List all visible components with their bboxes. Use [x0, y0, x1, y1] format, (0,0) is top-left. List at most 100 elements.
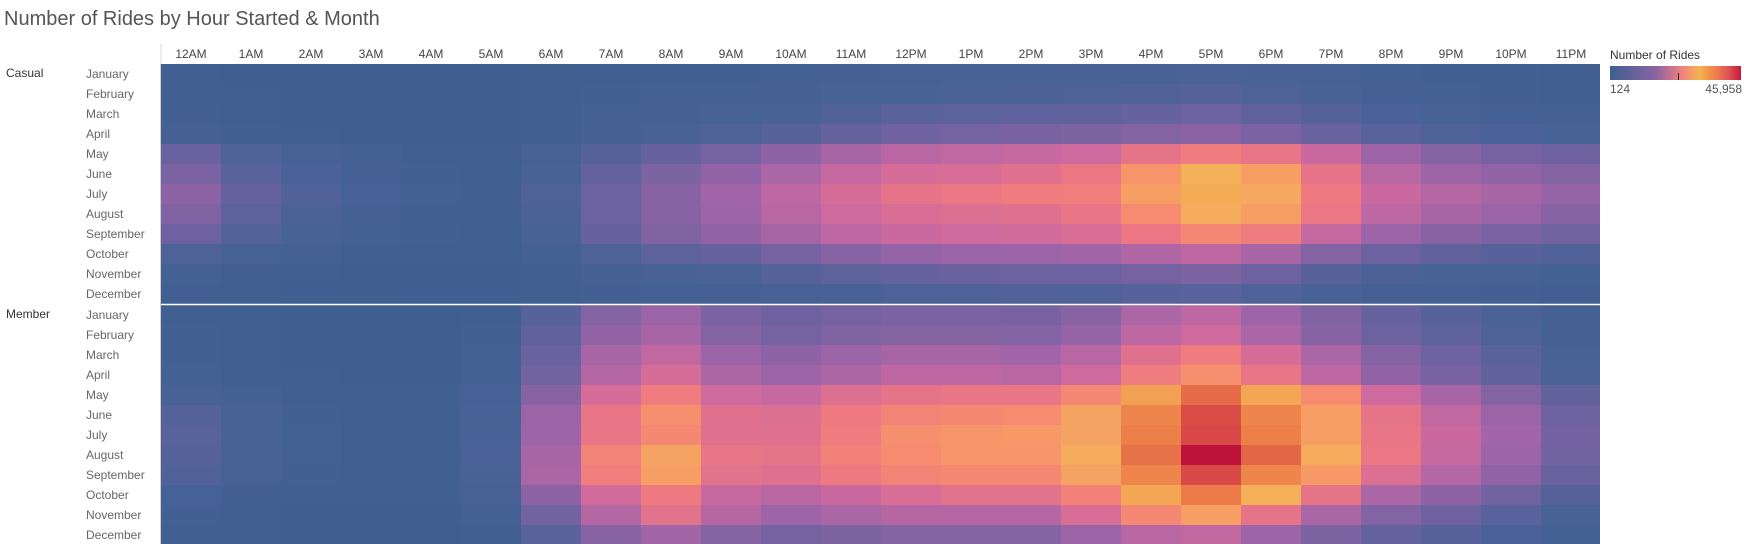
- heatmap-cell: [521, 485, 581, 505]
- heatmap-cell: [1241, 244, 1301, 264]
- heatmap-cell: [1001, 385, 1061, 405]
- heatmap-cell: [821, 244, 881, 264]
- heatmap-cell: [1241, 184, 1301, 204]
- heatmap-cell: [701, 425, 761, 445]
- heatmap-cell: [941, 264, 1001, 284]
- heatmap-cell: [581, 284, 641, 304]
- legend-max-label: 45,958: [1705, 82, 1742, 96]
- heatmap-cell: [281, 465, 341, 485]
- heatmap-cell: [281, 365, 341, 385]
- heatmap-cell: [1181, 224, 1241, 244]
- heatmap-cell: [1181, 525, 1241, 544]
- heatmap-cell: [1361, 365, 1421, 385]
- heatmap-cell: [701, 445, 761, 465]
- heatmap-cell: [1181, 425, 1241, 445]
- heatmap-cell: [461, 284, 521, 304]
- heatmap-cell: [1181, 485, 1241, 505]
- heatmap-cell: [281, 325, 341, 345]
- hour-header-label: 9AM: [719, 47, 744, 61]
- heatmap-cell: [281, 305, 341, 325]
- heatmap-cell: [521, 385, 581, 405]
- heatmap-cell: [461, 465, 521, 485]
- heatmap-cell: [341, 505, 401, 525]
- heatmap-cell: [461, 325, 521, 345]
- month-row-label: July: [86, 187, 107, 201]
- heatmap-cell: [461, 485, 521, 505]
- heatmap-cell: [761, 505, 821, 525]
- heatmap-cell: [641, 104, 701, 124]
- heatmap-cell: [1241, 84, 1301, 104]
- heatmap-cell: [941, 305, 1001, 325]
- heatmap-cell: [821, 525, 881, 544]
- heatmap-cell: [641, 385, 701, 405]
- heatmap-cell: [341, 485, 401, 505]
- heatmap-cell: [281, 224, 341, 244]
- heatmap-cell: [1061, 104, 1121, 124]
- heatmap-cell: [1121, 305, 1181, 325]
- heatmap-cell: [881, 204, 941, 224]
- heatmap-cell: [521, 365, 581, 385]
- heatmap-cell: [1361, 305, 1421, 325]
- heatmap-cell: [1121, 84, 1181, 104]
- heatmap-cell: [281, 144, 341, 164]
- heatmap-cell: [1421, 485, 1481, 505]
- heatmap-cell: [461, 144, 521, 164]
- hour-header-label: 8AM: [659, 47, 684, 61]
- heatmap-cell: [1301, 385, 1361, 405]
- heatmap-cell: [1121, 164, 1181, 184]
- heatmap-cell: [1421, 385, 1481, 405]
- hour-header-label: 6PM: [1259, 47, 1284, 61]
- hour-header-label: 12PM: [895, 47, 926, 61]
- heatmap-cell: [161, 425, 221, 445]
- heatmap-cell: [941, 465, 1001, 485]
- heatmap-cell: [821, 124, 881, 144]
- heatmap-cell: [1301, 465, 1361, 485]
- heatmap-cell: [821, 305, 881, 325]
- heatmap-cell: [701, 264, 761, 284]
- heatmap-cell: [521, 104, 581, 124]
- heatmap-cell: [1301, 445, 1361, 465]
- heatmap-cell: [1301, 525, 1361, 544]
- heatmap-cell: [161, 445, 221, 465]
- heatmap-cell: [1301, 64, 1361, 84]
- heatmap-cell: [521, 244, 581, 264]
- heatmap-cell: [401, 184, 461, 204]
- hour-header-label: 5AM: [479, 47, 504, 61]
- heatmap-cell: [1481, 164, 1541, 184]
- heatmap-cell: [1541, 405, 1600, 425]
- heatmap-cell: [161, 204, 221, 224]
- heatmap-cell: [461, 305, 521, 325]
- heatmap-cell: [1361, 525, 1421, 544]
- heatmap-cell: [1001, 525, 1061, 544]
- heatmap-cell: [521, 425, 581, 445]
- heatmap-cell: [1001, 405, 1061, 425]
- heatmap-cell: [341, 325, 401, 345]
- hour-header-label: 6AM: [539, 47, 564, 61]
- heatmap-cell: [161, 365, 221, 385]
- month-row-label: May: [86, 388, 109, 402]
- heatmap-cell: [1421, 124, 1481, 144]
- heatmap-cell: [581, 124, 641, 144]
- heatmap-cell: [821, 325, 881, 345]
- hour-header-label: 10AM: [775, 47, 806, 61]
- heatmap-cell: [881, 144, 941, 164]
- heatmap-cell: [701, 144, 761, 164]
- heatmap-cell: [881, 164, 941, 184]
- month-row-label: May: [86, 147, 109, 161]
- heatmap-cell: [941, 325, 1001, 345]
- heatmap-cell: [1181, 365, 1241, 385]
- heatmap-cell: [701, 284, 761, 304]
- heatmap-cell: [1241, 284, 1301, 304]
- heatmap-cell: [1061, 244, 1121, 264]
- heatmap-cell: [1241, 124, 1301, 144]
- heatmap-cell: [1361, 325, 1421, 345]
- hour-header-label: 10PM: [1495, 47, 1526, 61]
- heatmap-cell: [401, 64, 461, 84]
- heatmap-cell: [521, 164, 581, 184]
- heatmap-cell: [1061, 264, 1121, 284]
- heatmap-cell: [821, 64, 881, 84]
- heatmap-cell: [1421, 204, 1481, 224]
- color-legend: Number of Rides 124 45,958: [1610, 48, 1750, 98]
- month-row-label: April: [86, 368, 110, 382]
- heatmap-cell: [161, 64, 221, 84]
